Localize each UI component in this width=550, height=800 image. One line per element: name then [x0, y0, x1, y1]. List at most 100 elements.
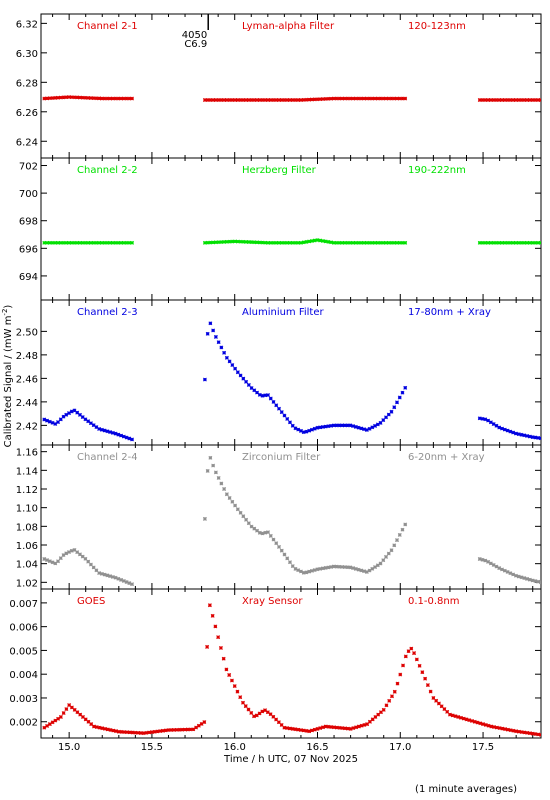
data-point	[121, 579, 126, 583]
data-point	[136, 730, 141, 735]
data-point	[265, 710, 270, 715]
data-point	[508, 98, 513, 102]
data-point	[290, 240, 295, 245]
data-point	[389, 548, 394, 553]
data-point	[276, 720, 281, 725]
data-point	[378, 561, 383, 566]
data-point	[470, 718, 474, 723]
data-point	[477, 416, 482, 421]
data-point	[277, 544, 281, 549]
data-point	[505, 727, 510, 732]
data-point	[348, 96, 353, 101]
data-point	[522, 576, 527, 581]
data-point	[494, 725, 499, 730]
data-point	[528, 731, 532, 736]
data-point	[389, 240, 394, 245]
data-point	[78, 95, 82, 100]
data-point	[199, 721, 204, 726]
data-point	[94, 725, 99, 730]
data-point	[64, 412, 69, 417]
data-point	[224, 492, 229, 497]
data-point	[235, 370, 240, 375]
data-point	[318, 238, 323, 243]
data-point	[508, 571, 513, 576]
y-tick-label: 1.14	[16, 466, 38, 477]
data-point	[58, 240, 63, 245]
data-point	[323, 724, 328, 729]
data-point	[45, 96, 50, 101]
data-point	[398, 672, 403, 677]
data-point	[255, 390, 260, 395]
data-point	[359, 426, 364, 431]
data-point	[362, 427, 367, 432]
data-point	[379, 710, 383, 715]
data-point	[260, 240, 265, 245]
data-point	[263, 393, 268, 398]
data-point	[260, 98, 265, 102]
data-point	[94, 568, 99, 573]
data-point	[392, 689, 397, 694]
data-point	[61, 553, 66, 558]
data-point	[75, 550, 80, 555]
data-point	[442, 707, 447, 712]
data-point	[155, 729, 160, 734]
data-point	[401, 663, 405, 668]
data-point	[246, 382, 251, 387]
data-point	[423, 676, 428, 681]
data-point	[241, 98, 246, 102]
data-point	[213, 98, 218, 102]
data-point	[500, 426, 504, 431]
data-point	[536, 435, 541, 440]
data-point	[307, 239, 312, 244]
data-point	[238, 510, 243, 515]
data-point	[406, 649, 411, 654]
data-point	[370, 425, 375, 430]
data-point	[99, 96, 104, 101]
x-tick-label: 15.5	[141, 742, 163, 753]
data-point	[116, 729, 121, 734]
data-point	[116, 576, 121, 581]
data-point	[246, 707, 251, 712]
data-point	[356, 240, 361, 245]
data-point	[45, 558, 50, 563]
data-point	[227, 359, 232, 364]
data-point	[486, 723, 491, 728]
data-point	[491, 422, 496, 426]
data-point	[99, 240, 104, 245]
data-point	[102, 240, 107, 245]
data-point	[356, 567, 361, 572]
data-point	[88, 421, 93, 426]
data-point	[522, 98, 527, 102]
data-point	[116, 432, 121, 437]
data-point	[516, 98, 521, 102]
data-point	[525, 576, 530, 581]
data-point	[390, 694, 394, 699]
data-point	[191, 727, 196, 732]
data-point	[80, 554, 85, 559]
data-point	[320, 97, 325, 101]
data-point	[254, 713, 259, 718]
data-point	[147, 730, 152, 735]
data-point	[219, 240, 224, 244]
data-point	[477, 240, 482, 245]
data-point	[91, 96, 96, 101]
data-point	[249, 98, 254, 102]
data-point	[67, 550, 71, 555]
panel-filter-label: Lyman-alpha Filter	[242, 21, 335, 32]
data-point	[67, 411, 71, 416]
y-tick-label: 0.007	[9, 599, 38, 610]
data-point	[110, 96, 115, 101]
panel-filter-label: Aluminium Filter	[242, 307, 325, 318]
y-tick-label: 0.003	[9, 694, 38, 705]
data-point	[483, 240, 488, 245]
data-point	[530, 578, 535, 583]
data-point	[331, 423, 336, 428]
data-point	[477, 557, 482, 561]
data-point	[497, 425, 502, 430]
y-tick-label: 2.42	[16, 421, 38, 432]
data-point	[301, 570, 306, 575]
data-point	[58, 556, 63, 561]
data-point	[80, 415, 85, 420]
data-point	[113, 96, 118, 101]
data-point	[158, 729, 163, 734]
